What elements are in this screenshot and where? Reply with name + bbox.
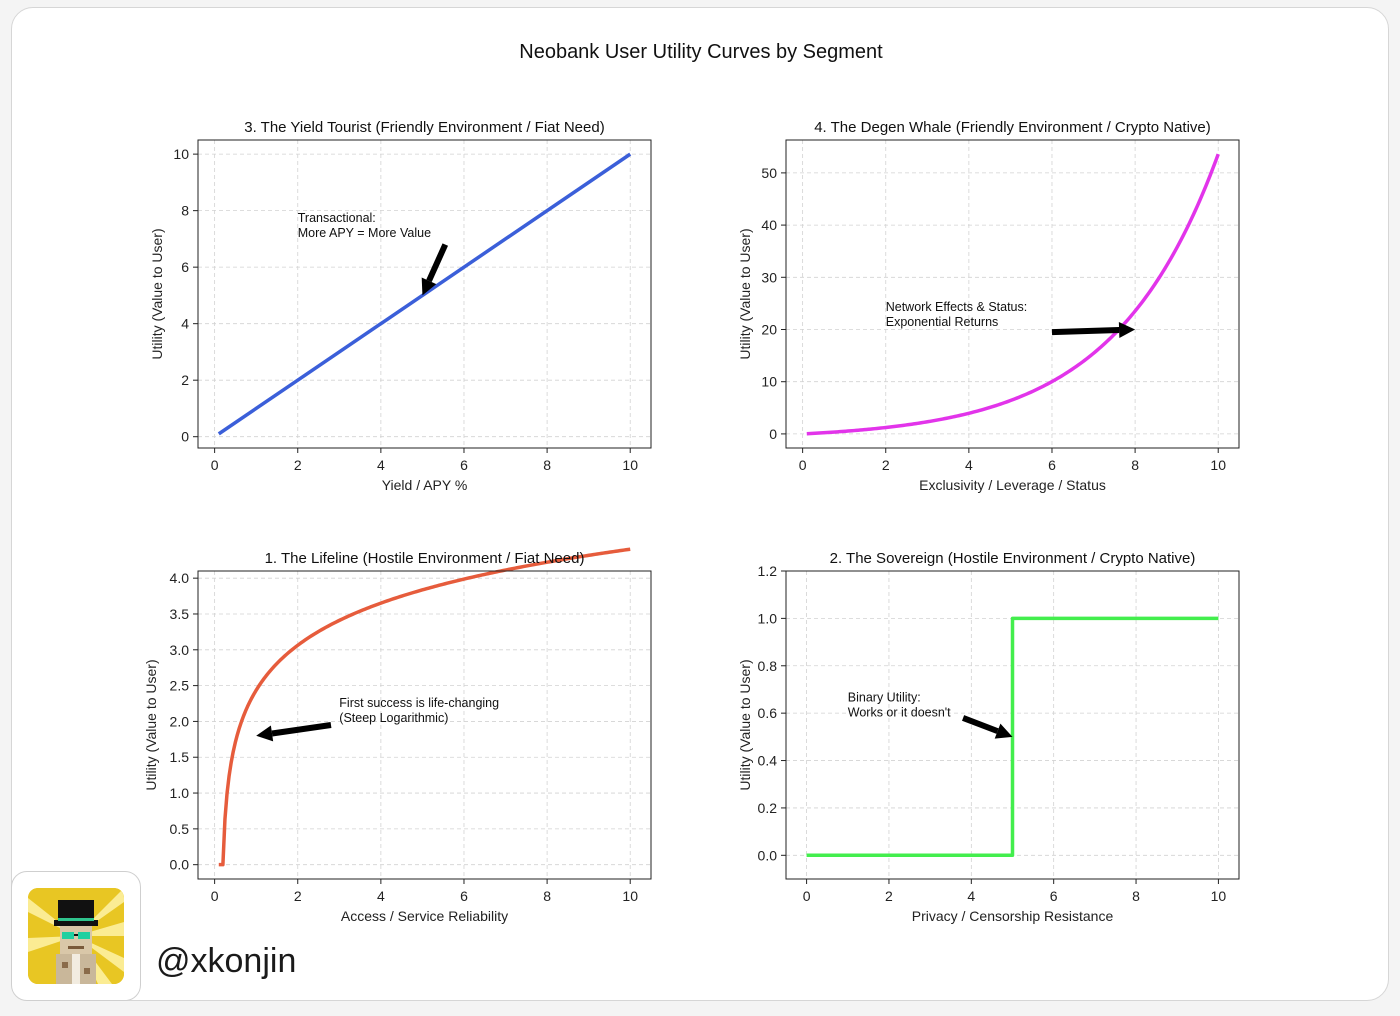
annotation-arrow-shaft xyxy=(1051,327,1120,336)
y-tick-label: 10 xyxy=(173,146,189,162)
y-tick-label: 0.5 xyxy=(170,821,190,837)
y-axis-label: Utility (Value to User) xyxy=(737,659,753,790)
x-tick-label: 0 xyxy=(799,457,807,473)
annotation-arrow-head xyxy=(256,725,274,742)
x-tick-label: 8 xyxy=(543,457,551,473)
annotation-arrow-head xyxy=(1118,322,1136,338)
annotation-text: Transactional: xyxy=(298,211,376,225)
y-tick-label: 0.6 xyxy=(758,705,778,721)
data-series-line xyxy=(218,547,631,867)
y-tick-label: 0.2 xyxy=(758,800,778,816)
y-tick-label: 4 xyxy=(181,316,189,332)
data-series-line xyxy=(217,152,632,436)
y-tick-label: 40 xyxy=(761,217,777,233)
annotation-arrow-shaft xyxy=(962,715,999,734)
subplot-4: 0 2 4 6 8 10 0.0 0.2 0.4 0.6 0.8 1.0 1.2 2. The Sover… xyxy=(737,550,1240,924)
x-tick-label: 4 xyxy=(377,457,385,473)
x-tick-label: 10 xyxy=(622,888,638,904)
y-tick-label: 1.0 xyxy=(170,785,190,801)
subplot-1: 0 2 4 6 8 10 0 2 4 6 8 10 3. The Yield Tourist (Frie… xyxy=(149,119,652,493)
x-tick-label: 10 xyxy=(1210,457,1226,473)
y-tick-label: 10 xyxy=(761,374,777,390)
x-axis-label: Exclusivity / Leverage / Status xyxy=(919,477,1106,493)
data-series-line xyxy=(806,616,1219,858)
x-tick-label: 6 xyxy=(1050,888,1058,904)
x-tick-label: 8 xyxy=(1132,888,1140,904)
y-axis-label: Utility (Value to User) xyxy=(737,228,753,359)
y-tick-label: 4.0 xyxy=(170,570,190,586)
annotation-text: More APY = More Value xyxy=(298,226,431,240)
x-tick-label: 2 xyxy=(294,457,302,473)
x-axis-label: Access / Service Reliability xyxy=(341,908,508,924)
y-tick-label: 2.5 xyxy=(170,678,190,694)
annotation-arrow-shaft xyxy=(426,243,449,283)
axes-frame xyxy=(197,139,652,449)
annotation-arrow-head xyxy=(421,277,437,296)
x-tick-label: 0 xyxy=(211,457,219,473)
x-tick-label: 2 xyxy=(294,888,302,904)
pixel-avatar-icon xyxy=(28,888,124,984)
y-tick-label: 2.0 xyxy=(170,713,190,729)
x-tick-label: 6 xyxy=(1048,457,1056,473)
annotation-text: Binary Utility: xyxy=(848,690,921,704)
x-tick-label: 10 xyxy=(1211,888,1227,904)
y-tick-label: 2 xyxy=(181,372,189,388)
annotation-text: First success is life-changing xyxy=(339,696,499,710)
y-axis-label: Utility (Value to User) xyxy=(149,228,165,359)
annotation-arrow-head xyxy=(994,723,1013,739)
axes-frame xyxy=(197,570,652,880)
x-tick-label: 10 xyxy=(622,457,638,473)
x-tick-label: 4 xyxy=(965,457,973,473)
utility-curves-figure: Neobank User Utility Curves by Segment 0… xyxy=(143,41,1240,924)
axes-frame xyxy=(785,139,1240,449)
annotation-text: Network Effects & Status: xyxy=(886,300,1028,314)
x-tick-label: 0 xyxy=(211,888,219,904)
y-tick-label: 0.8 xyxy=(758,658,778,674)
subplot-title: 3. The Yield Tourist (Friendly Environme… xyxy=(244,119,604,136)
x-tick-label: 2 xyxy=(882,457,890,473)
x-tick-label: 8 xyxy=(543,888,551,904)
x-tick-label: 6 xyxy=(460,888,468,904)
subplot-3: 0 2 4 6 8 10 0.0 0.5 1.0 1.5 2.0 2.5 3.0 3.5 4.0 1. The… xyxy=(143,547,652,924)
author-handle[interactable]: @xkonjin xyxy=(156,942,297,980)
x-tick-label: 0 xyxy=(803,888,811,904)
y-tick-label: 0.4 xyxy=(758,753,778,769)
axes-frame xyxy=(785,570,1240,880)
y-tick-label: 0.0 xyxy=(758,847,778,863)
figure-title: Neobank User Utility Curves by Segment xyxy=(519,41,883,63)
x-tick-label: 4 xyxy=(377,888,385,904)
annotation-text: Works or it doesn't xyxy=(848,705,951,719)
y-tick-label: 30 xyxy=(761,269,777,285)
subplot-title: 4. The Degen Whale (Friendly Environment… xyxy=(814,119,1211,136)
y-tick-label: 0.0 xyxy=(170,857,190,873)
annotation-text: (Steep Logarithmic) xyxy=(339,711,448,725)
annotation-text: Exponential Returns xyxy=(886,315,999,329)
x-axis-label: Yield / APY % xyxy=(382,477,468,493)
y-tick-label: 20 xyxy=(761,321,777,337)
x-tick-label: 8 xyxy=(1131,457,1139,473)
avatar[interactable] xyxy=(28,888,124,984)
y-tick-label: 3.5 xyxy=(170,606,190,622)
y-tick-label: 6 xyxy=(181,259,189,275)
y-tick-label: 1.5 xyxy=(170,749,190,765)
y-tick-label: 50 xyxy=(761,165,777,181)
y-tick-label: 8 xyxy=(181,203,189,219)
x-tick-label: 4 xyxy=(967,888,975,904)
subplot-2: 0 2 4 6 8 10 0 10 20 30 40 50 4. The Degen Whale (Fr… xyxy=(737,119,1240,493)
y-tick-label: 0 xyxy=(181,429,189,445)
figure-card: Neobank User Utility Curves by Segment 0… xyxy=(11,7,1389,1001)
author-badge[interactable] xyxy=(11,871,141,1001)
data-series-line xyxy=(806,153,1220,436)
x-tick-label: 2 xyxy=(885,888,893,904)
annotation-arrow-shaft xyxy=(271,722,332,737)
y-tick-label: 1.2 xyxy=(758,563,778,579)
y-axis-label: Utility (Value to User) xyxy=(143,659,159,790)
y-tick-label: 3.0 xyxy=(170,642,190,658)
subplot-title: 2. The Sovereign (Hostile Environment / … xyxy=(830,550,1196,567)
y-tick-label: 1.0 xyxy=(758,610,778,626)
x-tick-label: 6 xyxy=(460,457,468,473)
x-axis-label: Privacy / Censorship Resistance xyxy=(912,908,1114,924)
subplot-title: 1. The Lifeline (Hostile Environment / F… xyxy=(265,550,585,567)
y-tick-label: 0 xyxy=(769,426,777,442)
